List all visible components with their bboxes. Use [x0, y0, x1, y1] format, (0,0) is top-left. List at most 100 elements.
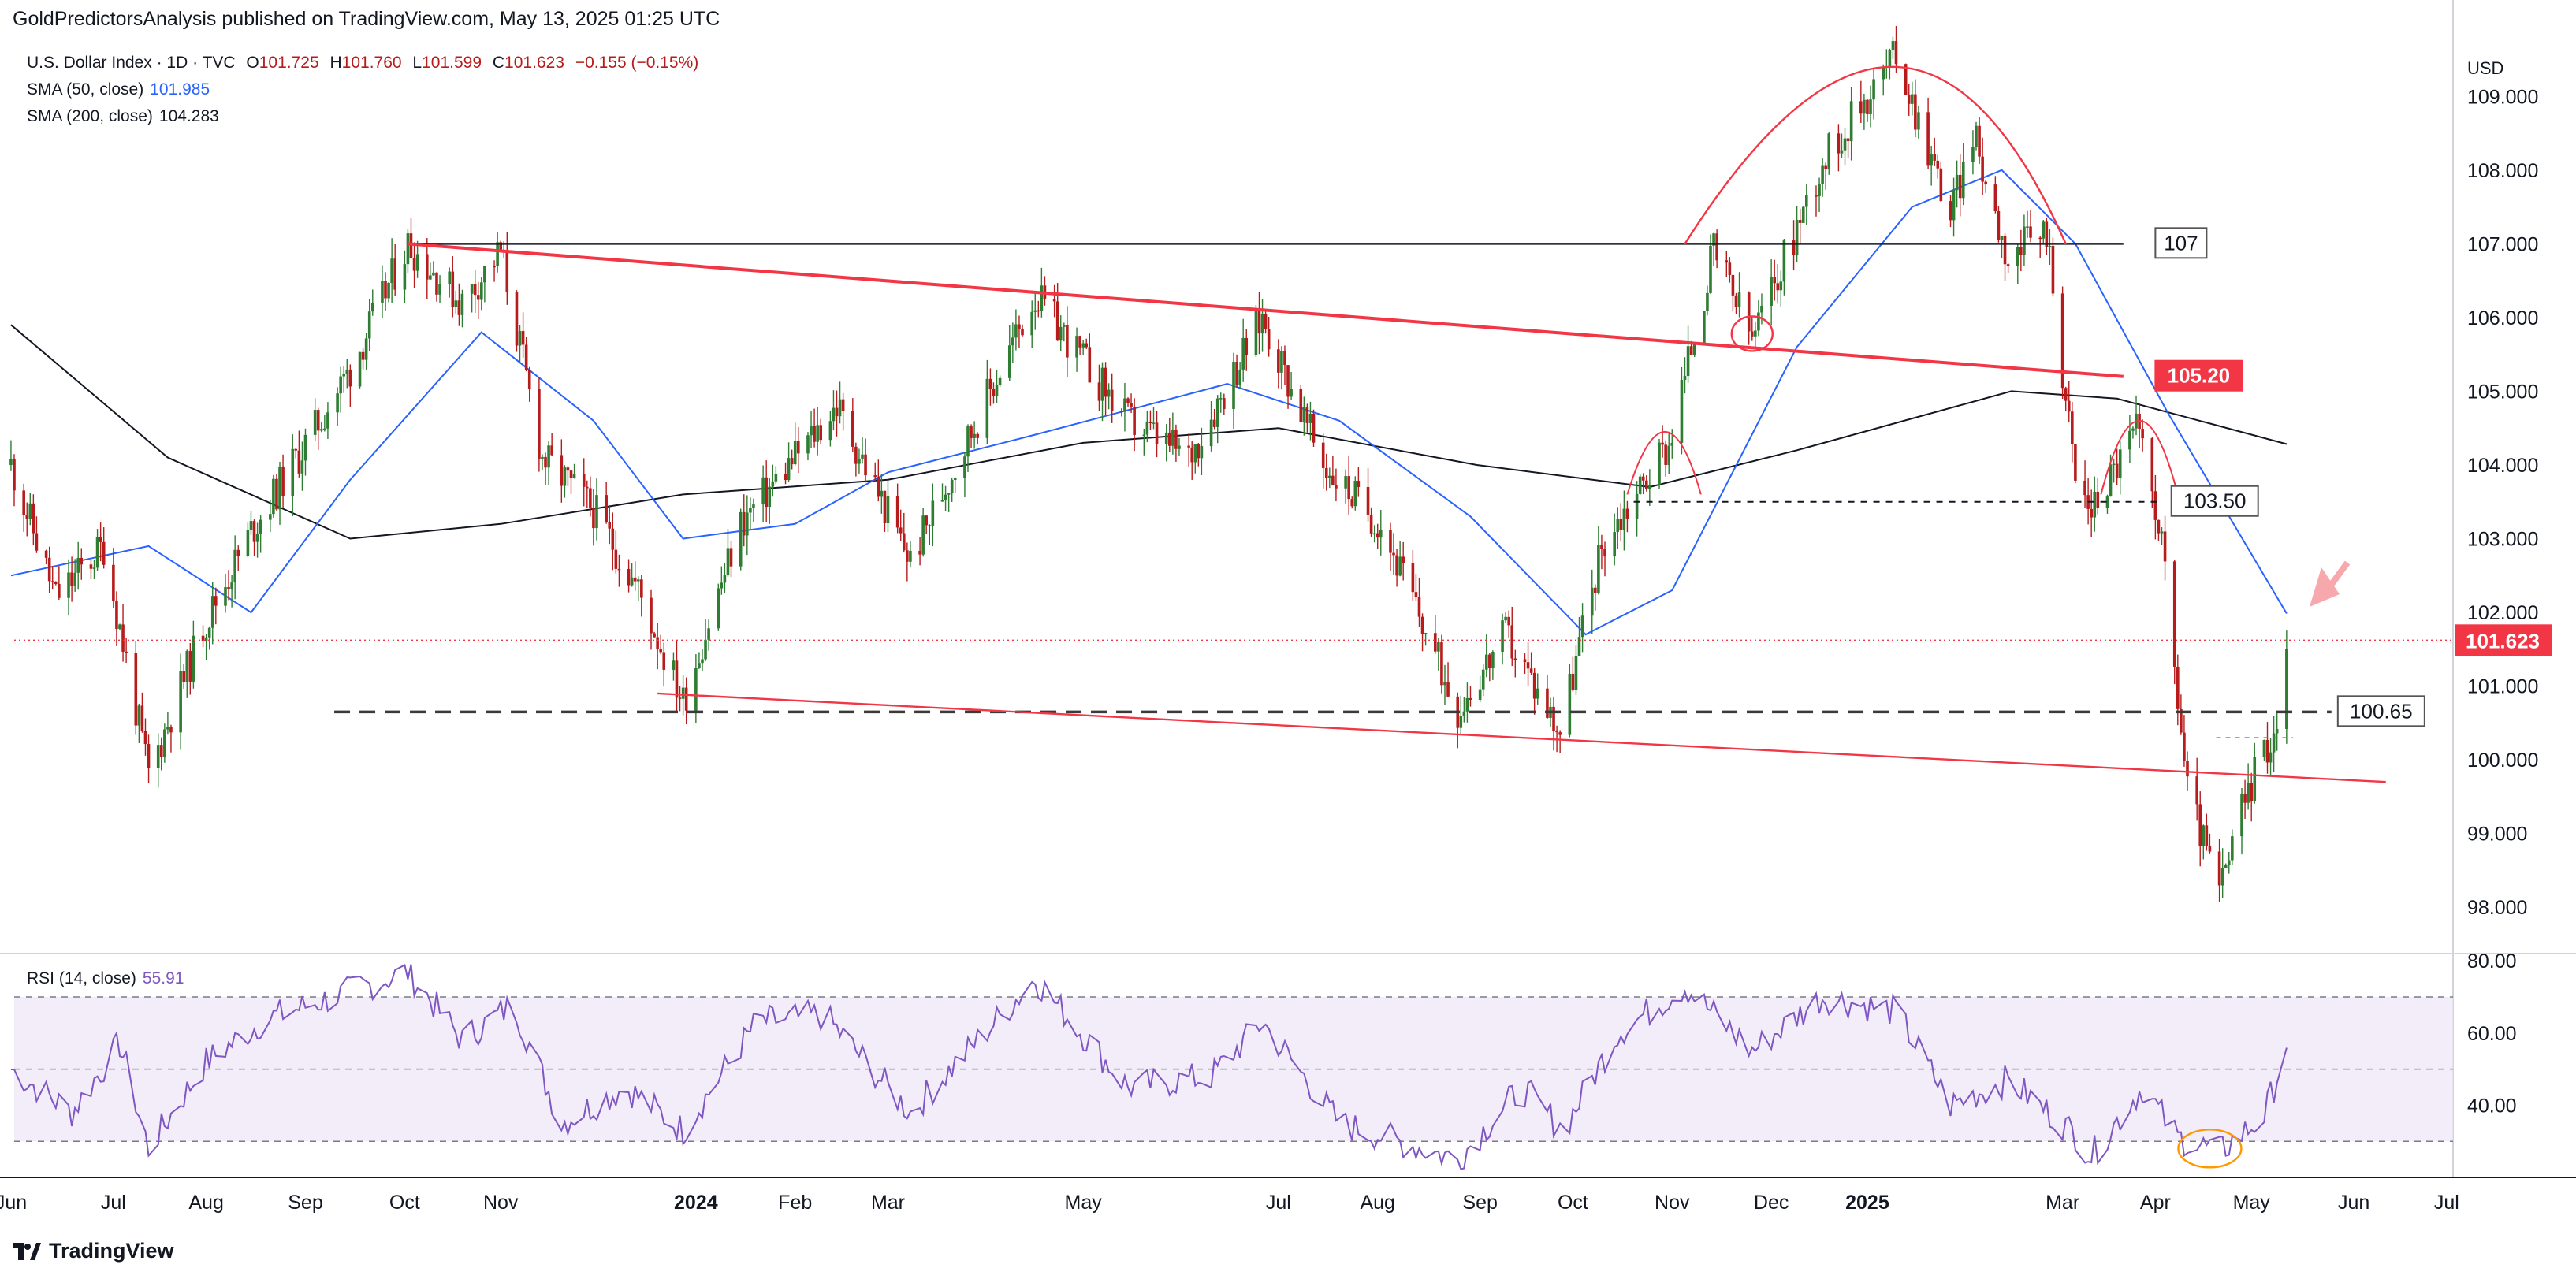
- candle-body: [2186, 761, 2189, 777]
- candle-body: [348, 369, 352, 387]
- candle-body: [1254, 311, 1258, 355]
- candle-body: [832, 407, 836, 422]
- candle-body: [995, 385, 999, 396]
- candle-body: [163, 729, 166, 757]
- candle-body: [249, 521, 253, 530]
- candle-body: [771, 481, 775, 487]
- rsi-legend[interactable]: RSI (14, close) 55.91: [27, 969, 184, 987]
- candle-body: [2042, 221, 2046, 239]
- candle-body: [547, 445, 550, 468]
- candle-body: [1308, 413, 1312, 423]
- dip-circle: [1730, 315, 1774, 352]
- candle-body: [496, 242, 499, 266]
- candle-body: [1402, 556, 1405, 563]
- candle-body: [1063, 325, 1066, 327]
- candle-body: [877, 477, 880, 497]
- candle-body: [1123, 398, 1126, 412]
- candle-body: [1347, 476, 1350, 500]
- candle-body: [1894, 41, 1898, 65]
- candle-body: [2026, 226, 2029, 228]
- candle-body: [921, 515, 925, 555]
- candle-body: [521, 331, 525, 345]
- candle-body: [1459, 716, 1463, 728]
- candle-body: [2128, 430, 2131, 450]
- candle-body: [1725, 260, 1729, 263]
- symbol-label[interactable]: U.S. Dollar Index · 1D · TVC: [27, 54, 236, 72]
- candle-body: [515, 292, 519, 346]
- candle-body: [1872, 79, 1875, 100]
- sma50-legend[interactable]: SMA (50, close) 101.985: [27, 80, 210, 99]
- candle-body: [1462, 711, 1466, 716]
- candle-body: [409, 233, 413, 258]
- candle-body: [1926, 112, 1930, 166]
- candle-body: [2240, 794, 2243, 837]
- candle-body: [572, 474, 576, 478]
- candle-body: [224, 587, 227, 606]
- candle-body: [1148, 421, 1152, 424]
- sma200-value: 104.283: [158, 107, 219, 125]
- candle-body: [527, 370, 531, 389]
- candle-body: [451, 271, 455, 308]
- candle-body: [720, 582, 724, 589]
- candle-body: [1133, 406, 1136, 435]
- candle-body: [784, 474, 787, 480]
- arrow-icon: [2310, 567, 2340, 607]
- candle-body: [2227, 860, 2231, 865]
- candle-body: [2051, 246, 2055, 294]
- candle-body: [1443, 682, 1446, 686]
- candle-body: [323, 428, 326, 430]
- candle-body: [1088, 347, 1092, 383]
- rsi-line: [10, 964, 2288, 1170]
- candle-body: [1052, 298, 1056, 302]
- candle-body: [1933, 154, 1937, 161]
- candle-body: [1840, 150, 1844, 154]
- candle-body: [13, 459, 16, 491]
- tradingview-logo[interactable]: TradingView: [13, 1239, 174, 1263]
- candle-body: [255, 534, 259, 542]
- candle-body: [432, 272, 435, 276]
- candle-body: [1197, 444, 1201, 459]
- candle-body: [1078, 336, 1081, 348]
- candle-body: [1040, 285, 1044, 311]
- price-tick-label: 103.000: [2467, 529, 2538, 551]
- candle-body: [1424, 633, 1428, 634]
- candle-body: [291, 448, 295, 496]
- candle-body: [1018, 324, 1021, 329]
- candle-body: [1513, 658, 1517, 660]
- candle-body: [112, 564, 115, 601]
- candle-body: [25, 515, 29, 519]
- candle-body: [880, 490, 884, 497]
- candle-body: [1523, 659, 1527, 663]
- sma200-legend[interactable]: SMA (200, close) 104.283: [27, 107, 219, 125]
- candle-body: [1939, 168, 1943, 202]
- candle-body: [653, 633, 656, 638]
- candle-body: [614, 549, 618, 569]
- candle-body: [32, 503, 35, 534]
- candle-body: [1507, 616, 1510, 626]
- candle-body: [1465, 697, 1469, 712]
- candle-body: [147, 744, 151, 768]
- rsi-pane[interactable]: [10, 964, 2453, 1170]
- candle-body: [2262, 739, 2266, 757]
- candle-body: [54, 582, 58, 584]
- drawings[interactable]: [14, 65, 2453, 783]
- candle-body: [873, 475, 877, 478]
- candle-body: [1526, 662, 1530, 669]
- candle-body: [739, 511, 743, 567]
- candle-body: [1219, 398, 1223, 400]
- candle-body: [2183, 732, 2186, 761]
- rsi-tick-label: 60.00: [2467, 1023, 2517, 1045]
- candle-body: [608, 522, 612, 529]
- candle-body: [886, 496, 890, 523]
- candle-body: [1187, 445, 1190, 448]
- time-tick-label: Sep: [288, 1192, 322, 1214]
- candle-body: [182, 671, 185, 682]
- candle-body: [633, 577, 637, 582]
- candle-body: [1779, 281, 1783, 291]
- candle-body: [1568, 674, 1572, 735]
- candle-body: [1801, 206, 1805, 223]
- candle-body: [1644, 480, 1648, 489]
- candle-body: [569, 470, 573, 478]
- candle-body: [1283, 351, 1286, 366]
